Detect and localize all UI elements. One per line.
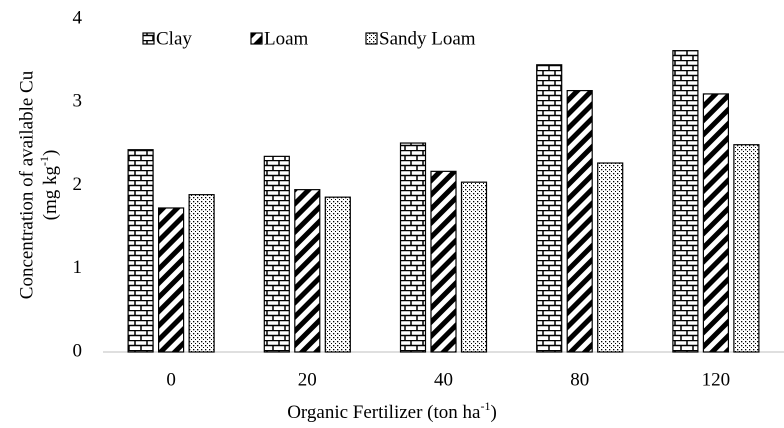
y-tick-label: 0 [73,340,83,361]
legend-label: Clay [156,28,192,49]
y-axis-title: Concentration of available Cu [16,70,37,299]
y-tick-label: 3 [73,91,83,112]
x-tick-label: 80 [570,369,589,390]
x-tick-label: 20 [298,369,317,390]
bar [672,50,699,353]
x-axis-title-sup: -1 [480,399,490,413]
y-tick-label: 4 [73,7,83,28]
bar [188,194,215,353]
legend-label: Sandy Loam [379,28,476,49]
x-tick-label: 0 [166,369,176,390]
x-tick-label: 120 [702,369,731,390]
legend-swatch [250,32,263,45]
y-axis-title-part: (mg kg [40,165,61,220]
bar [702,93,730,353]
legend-label: Loam [264,28,309,49]
legend-swatch [142,32,155,45]
bar [263,155,290,353]
y-tick-label: 1 [73,257,83,278]
x-axis-title: Organic Fertilizer (ton ha-1) [287,399,497,424]
bar [294,189,321,353]
bar [324,196,351,353]
bar [597,162,624,353]
bar [733,144,760,353]
x-axis-title-part: Organic Fertilizer (ton ha [287,402,481,423]
x-axis-title-part: ) [490,402,496,423]
bar [158,207,185,353]
bar [127,149,154,353]
y-tick-label: 2 [73,174,83,195]
legend-swatch [365,32,378,45]
bar [460,181,488,353]
bar [430,170,457,353]
bar [399,142,427,353]
bar [536,64,563,353]
y-axis-title-sup: -1 [37,156,51,166]
x-tick-label: 40 [434,369,453,390]
y-axis-title: (mg kg-1) [37,150,62,221]
y-axis-title-part: ) [40,150,61,156]
bar [566,89,593,353]
